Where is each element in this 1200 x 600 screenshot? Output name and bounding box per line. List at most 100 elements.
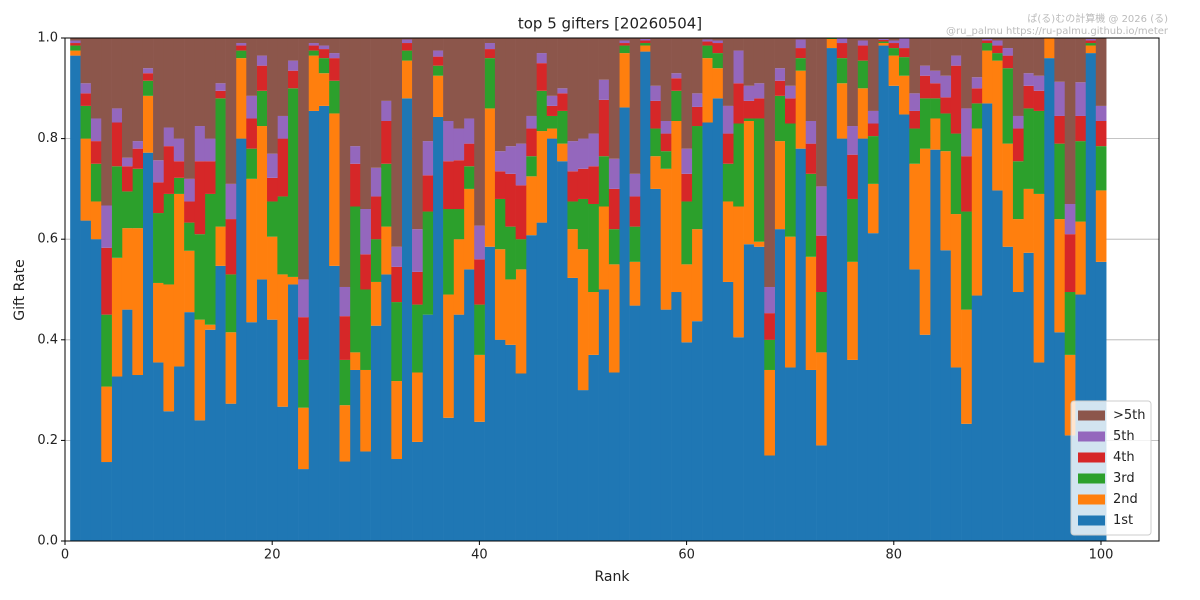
bar-segment: [867, 136, 879, 184]
bar-segment: [235, 38, 247, 44]
bar-segment: [1002, 48, 1014, 56]
bar-segment: [536, 53, 548, 64]
bar-segment: [919, 65, 931, 76]
bar-segment: [401, 60, 413, 99]
bar-segment: [215, 90, 226, 99]
bar-segment: [785, 98, 796, 124]
bar-segment: [930, 83, 941, 99]
bar-segment: [339, 286, 351, 317]
bar-segment: [992, 53, 1003, 61]
bar-segment: [681, 148, 693, 174]
bar-segment: [329, 58, 340, 81]
bar-segment: [961, 211, 972, 310]
bar-segment: [805, 120, 817, 144]
bar-segment: [443, 38, 454, 121]
bar-segment: [1085, 38, 1097, 40]
bar-segment: [401, 98, 413, 542]
bar-segment: [526, 176, 537, 236]
bar-segment: [722, 163, 734, 202]
bar-segment: [878, 40, 889, 42]
bar-segment: [691, 93, 703, 107]
bar-segment: [484, 49, 496, 59]
bar-segment: [453, 160, 465, 210]
bar-segment: [909, 110, 920, 129]
bar-segment: [111, 257, 123, 377]
bar-segment: [308, 55, 320, 111]
bar-segment: [432, 65, 444, 76]
bar-segment: [163, 127, 175, 147]
bar-segment: [950, 65, 962, 134]
bar-segment: [930, 70, 941, 84]
bar-segment: [816, 235, 827, 293]
bar-segment: [598, 99, 610, 157]
bar-segment: [453, 128, 465, 161]
bar-segment: [1054, 143, 1066, 220]
bar-segment: [412, 271, 423, 305]
bar-segment: [867, 110, 879, 124]
bar-segment: [401, 50, 413, 61]
bar-segment: [557, 88, 568, 94]
bar-segment: [204, 38, 216, 139]
bar-segment: [691, 321, 703, 541]
bar-segment: [422, 38, 434, 142]
bar-segment: [816, 292, 827, 353]
bar-segment: [339, 359, 351, 406]
bar-segment: [536, 222, 548, 541]
bar-segment: [70, 50, 81, 56]
bar-segment: [1002, 246, 1014, 541]
bar-segment: [950, 367, 962, 541]
bar-segment: [246, 322, 257, 541]
bar-segment: [546, 95, 558, 106]
bar-segment: [380, 100, 392, 121]
bar-segment: [785, 236, 796, 368]
bar-segment: [671, 90, 682, 121]
bar-segment: [318, 58, 330, 74]
bar-segment: [204, 329, 216, 541]
bar-segment: [121, 228, 133, 310]
bar-segment: [826, 48, 838, 542]
bar-segment: [919, 334, 931, 541]
bar-segment: [898, 75, 910, 115]
bar-segment: [847, 154, 858, 199]
bar-segment: [733, 83, 744, 124]
bar-segment: [805, 256, 817, 370]
bar-segment: [505, 146, 516, 174]
bar-segment: [567, 201, 579, 230]
bar-segment: [505, 344, 516, 541]
x-tick-label: 60: [678, 548, 695, 563]
bar-segment: [733, 50, 744, 84]
bar-segment: [764, 455, 775, 541]
bar-segment: [577, 198, 589, 250]
bar-segment: [474, 38, 485, 226]
bar-segment: [629, 38, 641, 174]
bar-segment: [494, 38, 506, 152]
bar-segment: [857, 40, 869, 46]
bar-segment: [650, 38, 661, 86]
bar-segment: [173, 38, 185, 139]
bar-segment: [70, 40, 81, 44]
bar-segment: [743, 38, 755, 86]
bar-segment: [795, 148, 807, 541]
bar-segment: [1075, 141, 1086, 222]
bar-segment: [930, 118, 941, 150]
bar-segment: [225, 403, 237, 541]
bar-segment: [608, 229, 620, 265]
bar-segment: [132, 168, 143, 229]
bar-segment: [981, 39, 993, 41]
bar-segment: [981, 50, 993, 104]
bar-segment: [992, 45, 1003, 54]
bar-segment: [339, 461, 351, 541]
bar-segment: [494, 151, 506, 172]
bar-segment: [888, 40, 900, 44]
bar-segment: [961, 38, 972, 109]
bar-segment: [898, 57, 910, 76]
bar-segment: [1054, 219, 1066, 333]
bar-segment: [443, 161, 454, 210]
bar-segment: [401, 43, 413, 51]
bar-segment: [909, 38, 920, 94]
bar-segment: [184, 250, 195, 313]
bar-segment: [90, 141, 102, 164]
bar-segment: [235, 45, 247, 51]
bar-segment: [639, 39, 651, 41]
bar-segment: [909, 128, 920, 164]
